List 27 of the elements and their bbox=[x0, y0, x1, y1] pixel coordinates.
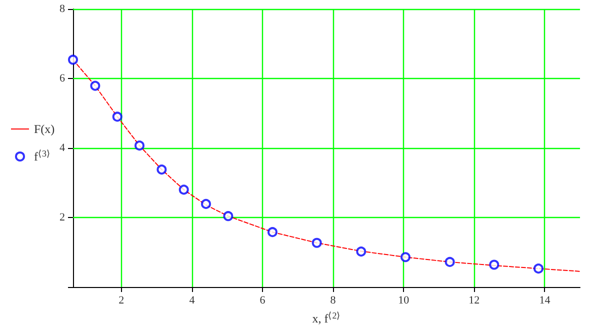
x-tick-label: 14 bbox=[539, 294, 551, 306]
point bbox=[201, 198, 211, 209]
point bbox=[268, 227, 278, 238]
point bbox=[533, 264, 544, 274]
x-tick-label: 10 bbox=[398, 294, 410, 306]
y-tick-label: 2 bbox=[60, 212, 65, 224]
point bbox=[356, 246, 366, 257]
point bbox=[90, 80, 100, 91]
point bbox=[312, 238, 322, 248]
y-tick-label: 6 bbox=[60, 72, 66, 84]
x-tick-label: 12 bbox=[468, 294, 480, 306]
point bbox=[112, 112, 122, 122]
legend-label: F(x) bbox=[34, 122, 55, 136]
x-tick-label: 2 bbox=[118, 294, 124, 306]
x-tick-label: 8 bbox=[330, 294, 336, 306]
y-tick-label: 4 bbox=[60, 142, 66, 154]
point bbox=[68, 54, 78, 65]
point bbox=[134, 140, 144, 151]
point bbox=[178, 184, 189, 195]
point bbox=[444, 256, 455, 267]
x-tick-label: 6 bbox=[260, 294, 266, 306]
point bbox=[223, 211, 234, 222]
point bbox=[156, 164, 167, 175]
y-tick-label: 8 bbox=[60, 3, 66, 15]
x-tick-label: 4 bbox=[189, 294, 196, 306]
point bbox=[400, 252, 410, 262]
point bbox=[489, 260, 500, 270]
